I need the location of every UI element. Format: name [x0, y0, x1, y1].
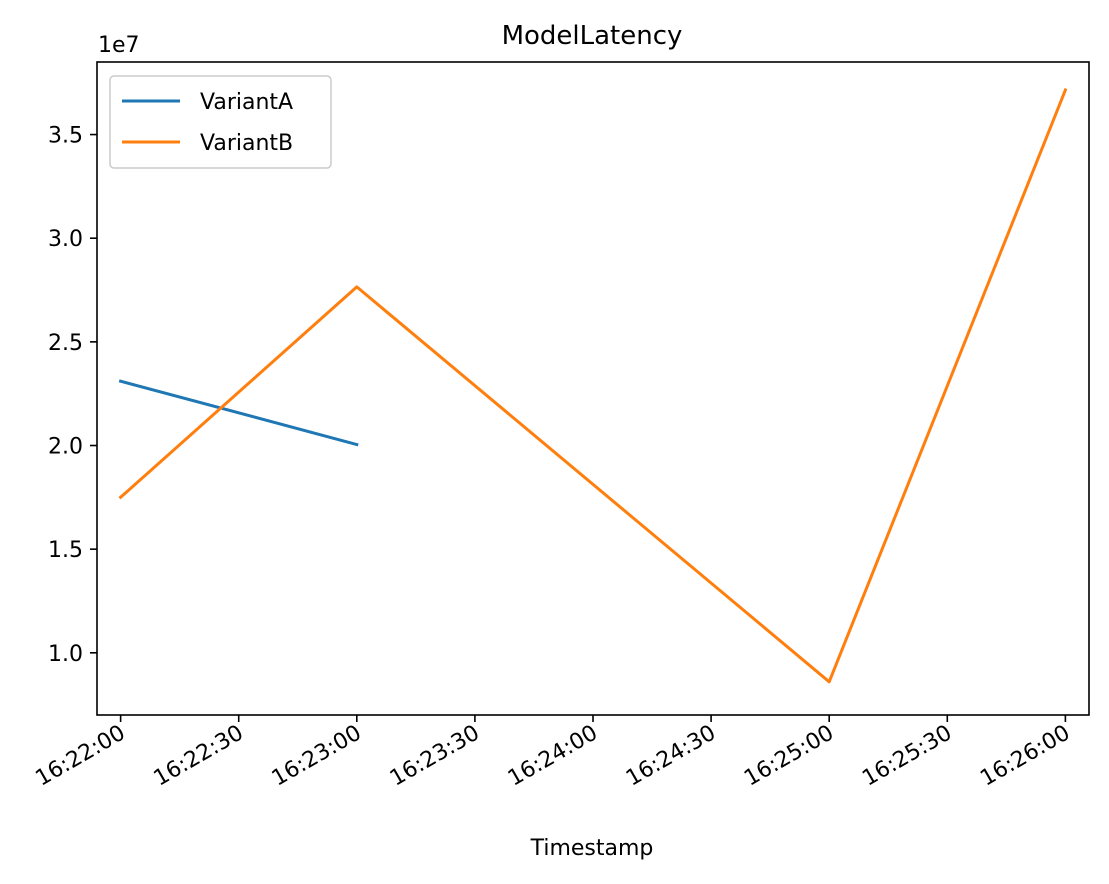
series-lines	[121, 90, 1066, 682]
y-tick-label: 3.0	[48, 227, 83, 252]
y-tick-label: 2.0	[48, 435, 83, 460]
legend-label-varianta: VariantA	[200, 90, 293, 115]
x-tick-label: 16:23:00	[268, 721, 366, 792]
series-line-variantb	[121, 90, 1066, 682]
legend: VariantA VariantB	[110, 76, 331, 168]
x-tick-label: 16:25:00	[740, 721, 838, 792]
y-tick-label: 1.0	[48, 642, 83, 667]
y-tick-label: 3.5	[48, 124, 83, 149]
x-tick-label: 16:22:30	[150, 721, 248, 792]
y-tick-label: 1.5	[48, 538, 83, 563]
x-tick-label: 16:25:30	[858, 721, 956, 792]
y-axis: 1.0 1.5 2.0 2.5 3.0 3.5	[48, 124, 97, 667]
x-tick-label: 16:23:30	[386, 721, 484, 792]
x-axis-label: Timestamp	[530, 836, 654, 861]
y-offset-label: 1e7	[98, 33, 140, 58]
y-tick-label: 2.5	[48, 331, 83, 356]
x-tick-label: 16:24:00	[504, 721, 602, 792]
x-axis: 16:22:00 16:22:30 16:23:00 16:23:30 16:24:00…	[32, 715, 1075, 792]
x-tick-label: 16:26:00	[976, 721, 1074, 792]
x-tick-label: 16:24:30	[622, 721, 720, 792]
chart-title: ModelLatency	[502, 21, 683, 51]
x-tick-label: 16:22:00	[32, 721, 130, 792]
legend-label-variantb: VariantB	[200, 131, 293, 156]
